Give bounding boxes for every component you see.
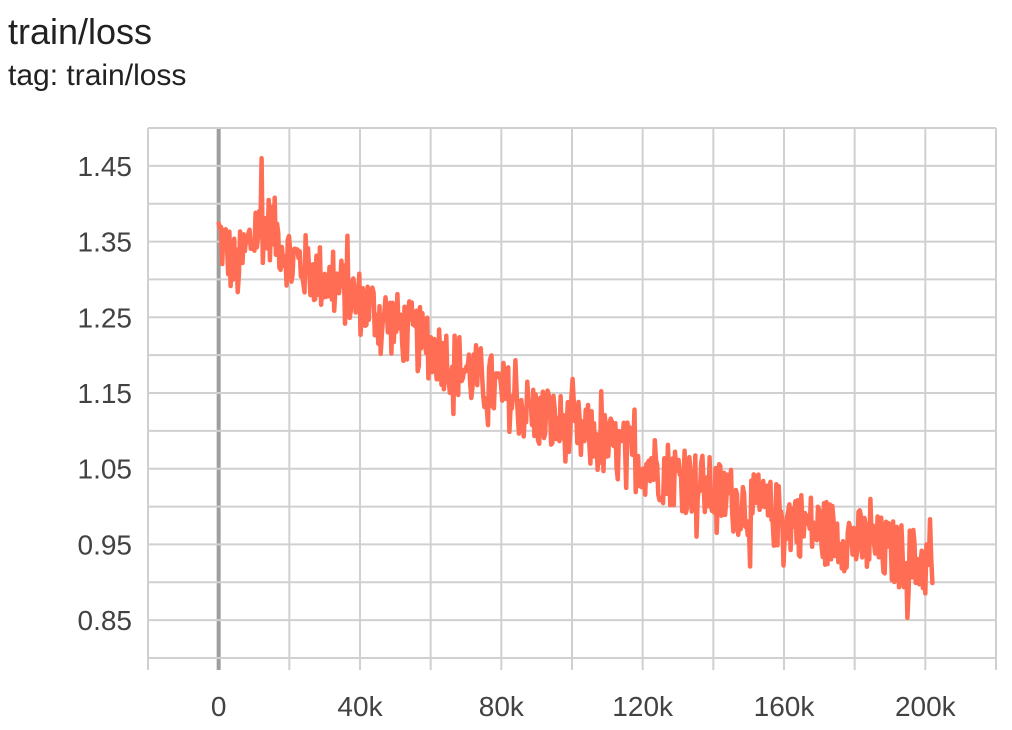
y-tick-label: 0.95 bbox=[78, 529, 133, 560]
x-tick-label: 80k bbox=[479, 691, 525, 722]
y-tick-label: 1.15 bbox=[78, 378, 133, 409]
x-tick-label: 200k bbox=[895, 691, 957, 722]
chart-subtitle: tag: train/loss bbox=[8, 59, 187, 92]
series-layer bbox=[216, 156, 935, 621]
y-tick-label: 0.85 bbox=[78, 605, 133, 636]
tick-layer: 0.85 0.95 1.05 1.15 1.25 1.35 1.45 0 40k 80k 120k 1… bbox=[78, 151, 957, 722]
loss-series-line bbox=[216, 156, 935, 621]
y-tick-label: 1.45 bbox=[78, 151, 133, 182]
chart-title: train/loss bbox=[8, 11, 153, 52]
y-tick-label: 1.05 bbox=[78, 454, 133, 485]
y-tick-label: 1.25 bbox=[78, 302, 133, 333]
y-tick-label: 1.35 bbox=[78, 227, 133, 258]
x-tick-label: 120k bbox=[612, 691, 674, 722]
x-tick-label: 160k bbox=[754, 691, 816, 722]
x-tick-label: 40k bbox=[337, 691, 383, 722]
x-tick-label: 0 bbox=[211, 691, 227, 722]
